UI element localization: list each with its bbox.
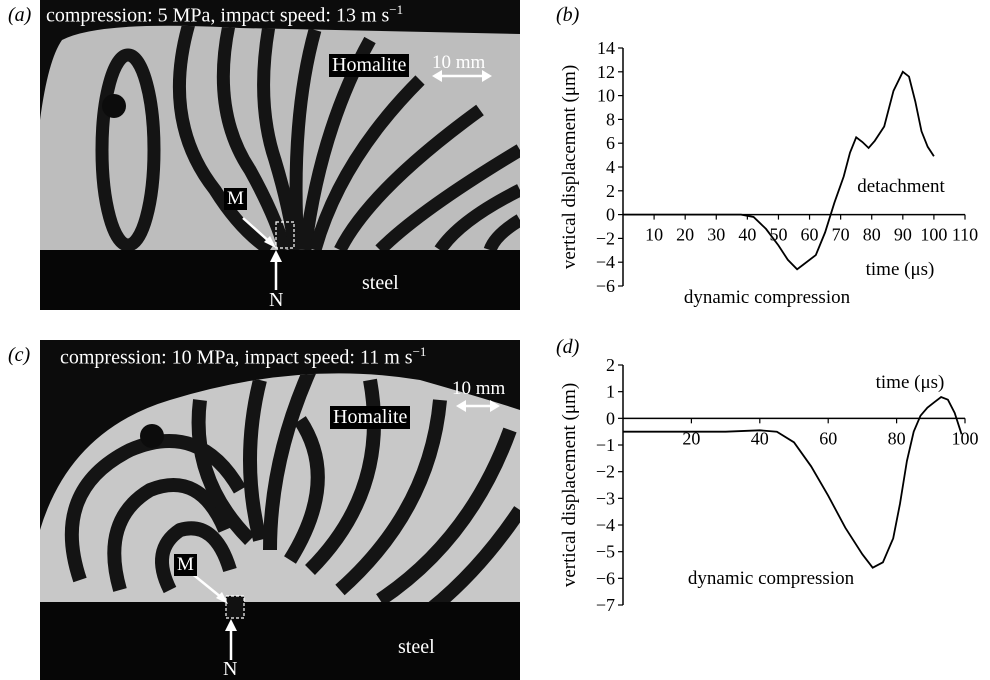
y-tick-label: −6 bbox=[596, 276, 615, 296]
panel-c-letter: (c) bbox=[8, 344, 31, 366]
panel-d-letter: (d) bbox=[556, 336, 580, 358]
x-tick-label: 40 bbox=[738, 225, 756, 245]
x-axis-label: time (μs) bbox=[866, 259, 935, 280]
y-axis-label: vertical displacement (μm) bbox=[559, 383, 580, 587]
x-tick-label: 60 bbox=[801, 225, 819, 245]
photoelastic-image-a: compression: 5 MPa, impact speed: 13 m s… bbox=[40, 0, 520, 310]
fringe-pattern-c bbox=[40, 373, 520, 680]
y-tick-label: 14 bbox=[597, 38, 615, 58]
series-line-0 bbox=[623, 70, 935, 271]
x-tick-label: 30 bbox=[707, 225, 725, 245]
x-tick-label: 90 bbox=[894, 225, 912, 245]
panel-b-letter: (b) bbox=[556, 4, 580, 26]
y-tick-label: 0 bbox=[606, 205, 615, 225]
annotation-0: detachment bbox=[857, 176, 945, 197]
x-tick-label: 10 bbox=[645, 225, 663, 245]
photoelastic-image-c: compression: 10 MPa, impact speed: 11 m … bbox=[40, 340, 520, 680]
panel-a-letter: (a) bbox=[8, 4, 32, 26]
material-label-a: Homalite bbox=[329, 54, 410, 77]
point-m-label-c: M bbox=[174, 554, 197, 576]
header-a: compression: 5 MPa, impact speed: 13 m s… bbox=[46, 2, 404, 27]
y-tick-label: −5 bbox=[596, 542, 615, 562]
x-tick-label: 40 bbox=[751, 428, 769, 448]
annotation-0: dynamic compression bbox=[688, 568, 855, 589]
y-tick-label: 10 bbox=[597, 86, 615, 106]
point-n-label-c: N bbox=[223, 658, 238, 680]
fringe-pattern-a bbox=[40, 25, 520, 310]
annotation-1: dynamic compression bbox=[684, 287, 851, 308]
y-tick-label: 12 bbox=[597, 62, 615, 82]
x-tick-label: 110 bbox=[952, 225, 978, 245]
y-tick-label: −1 bbox=[596, 435, 615, 455]
x-tick-label: 100 bbox=[920, 225, 947, 245]
y-tick-label: −7 bbox=[596, 595, 615, 615]
x-tick-label: 100 bbox=[952, 428, 979, 448]
x-tick-label: 20 bbox=[682, 428, 700, 448]
x-tick-label: 50 bbox=[769, 225, 787, 245]
y-tick-label: 6 bbox=[606, 133, 615, 153]
y-tick-label: −3 bbox=[596, 488, 615, 508]
y-tick-label: −4 bbox=[596, 252, 615, 272]
x-tick-label: 80 bbox=[888, 428, 906, 448]
steel-label-c: steel bbox=[398, 636, 435, 658]
x-tick-label: 60 bbox=[819, 428, 837, 448]
y-tick-label: 8 bbox=[606, 109, 615, 129]
series-line-0 bbox=[623, 395, 963, 569]
displacement-chart-b: −6 −4 −2 0 2 4 6 8 10 12 14 10 20 30 40 50 60 70 80 90 100 11… bbox=[559, 38, 978, 308]
scale-label-a: 10 mm bbox=[432, 52, 486, 73]
x-tick-label: 20 bbox=[676, 225, 694, 245]
y-axis-label: vertical displacement (μm) bbox=[559, 65, 580, 269]
scale-label-c: 10 mm bbox=[452, 378, 506, 399]
y-tick-label: 2 bbox=[606, 355, 615, 375]
x-axis-label: time (μs) bbox=[876, 372, 945, 393]
y-tick-label: −2 bbox=[596, 228, 615, 248]
y-tick-label: 4 bbox=[606, 157, 615, 177]
header-c: compression: 10 MPa, impact speed: 11 m … bbox=[60, 344, 427, 369]
point-m-label-a: M bbox=[224, 188, 247, 210]
y-tick-label: −4 bbox=[596, 515, 615, 535]
material-label-c: Homalite bbox=[330, 406, 411, 429]
x-tick-label: 80 bbox=[863, 225, 881, 245]
y-tick-label: −2 bbox=[596, 462, 615, 482]
displacement-chart-d: −7 −6 −5 −4 −3 −2 −1 0 1 2 20 40 60 80 100 vertical dis… bbox=[559, 355, 979, 615]
y-tick-label: 0 bbox=[606, 408, 615, 428]
y-tick-label: −6 bbox=[596, 568, 615, 588]
steel-label-a: steel bbox=[362, 272, 399, 294]
y-tick-label: 1 bbox=[606, 382, 615, 402]
point-n-label-a: N bbox=[269, 289, 284, 310]
x-tick-label: 70 bbox=[832, 225, 850, 245]
y-tick-label: 2 bbox=[606, 181, 615, 201]
